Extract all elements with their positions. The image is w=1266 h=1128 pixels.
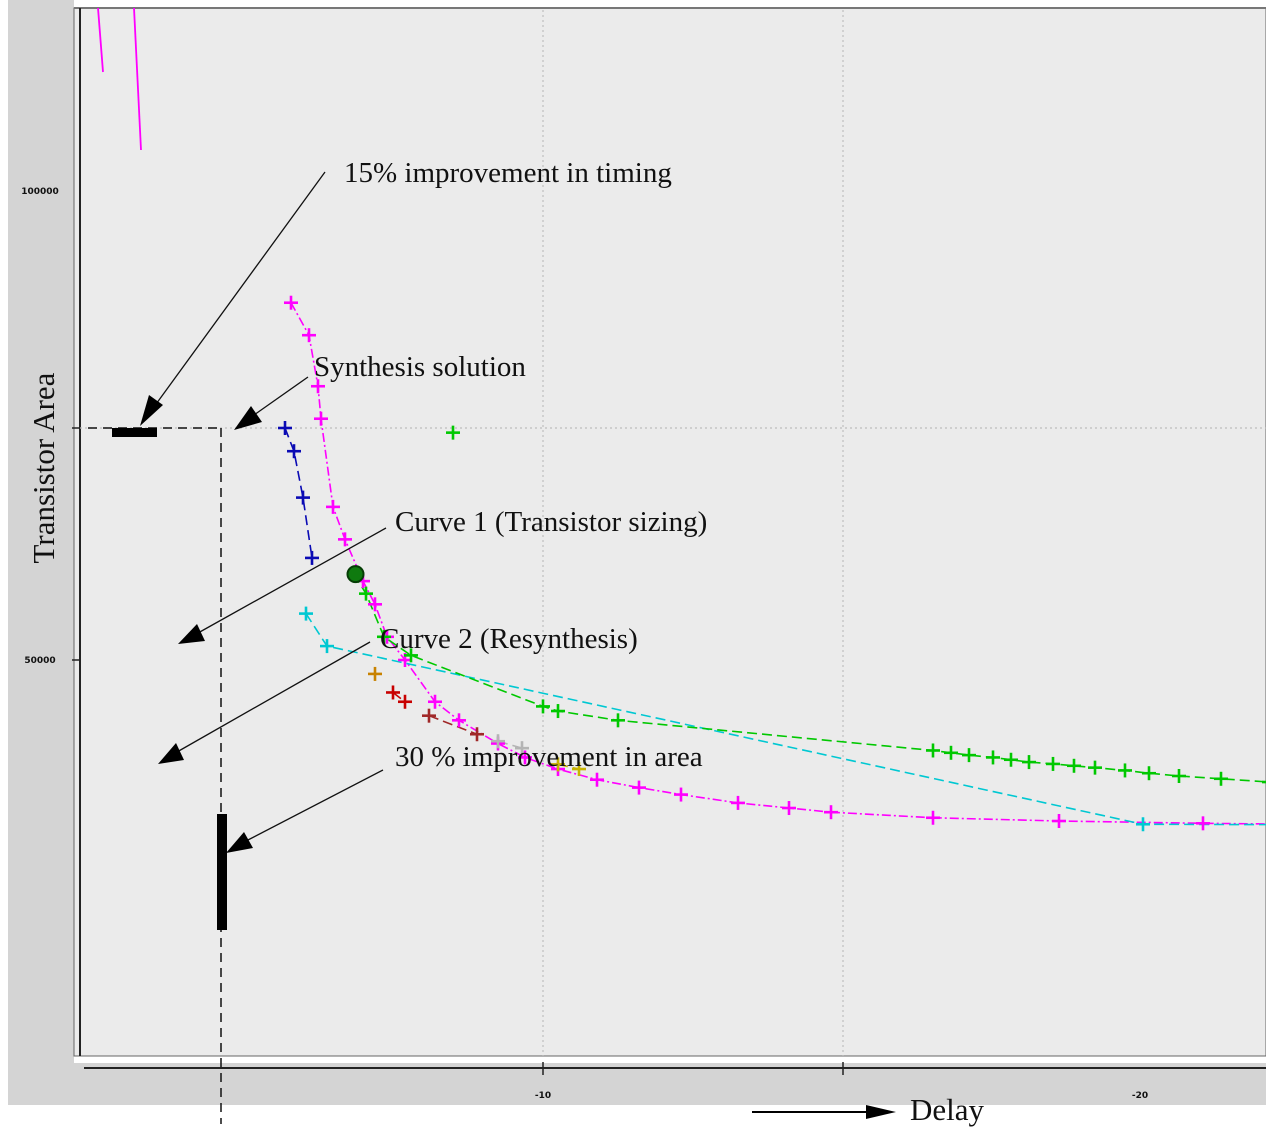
- series-3-point-2: [377, 629, 391, 644]
- series-3-point-18: [1172, 769, 1186, 783]
- series-3-point-13: [1046, 756, 1060, 771]
- series-0-point-20: [824, 805, 838, 820]
- arrow-curve2-line: [176, 641, 371, 753]
- series-2-point-0: [299, 606, 313, 621]
- plot-area: [73, 7, 1266, 1057]
- arrow-timing-head: [140, 395, 163, 426]
- arrow-area-line: [245, 769, 384, 842]
- annotation-timing: 15% improvement in timing: [344, 157, 672, 189]
- series-4-point-0: [368, 666, 382, 681]
- x-tick-label: -20: [1132, 1091, 1148, 1101]
- annotation-curve1: Curve 1 (Transistor sizing): [395, 506, 707, 538]
- series-0-point-15: [590, 772, 604, 787]
- series-8-point-1: [572, 762, 586, 777]
- sizing-curve-tail-2: [97, 7, 104, 73]
- area-improvement-bar: [217, 814, 227, 930]
- series-2-point-2: [1136, 817, 1150, 832]
- series-3-point-1: [359, 586, 373, 601]
- y-tick-label: 100000: [21, 187, 59, 197]
- annotation-arrows: [140, 171, 387, 853]
- series-3-point-10: [986, 750, 1000, 765]
- series-3-point-12: [1022, 755, 1036, 770]
- series-6-point-0: [422, 708, 436, 723]
- special-markers: [346, 425, 460, 584]
- series-3-point-17: [1142, 766, 1156, 781]
- arrow-area-head: [226, 832, 253, 853]
- series-0-point-17: [674, 787, 688, 802]
- series-1-point-1: [287, 444, 301, 459]
- left-axis-band: [8, 0, 74, 1105]
- arrow-curve1-head: [178, 624, 205, 644]
- x-tick-label: -10: [535, 1091, 551, 1101]
- series-0-point-21: [926, 810, 940, 825]
- series-0-point-3: [314, 411, 328, 426]
- series-5-point-1: [398, 694, 412, 709]
- annotation-area: 30 % improvement in area: [395, 741, 703, 773]
- series-0-point-0: [284, 295, 298, 310]
- axis-ticks: -10 -20 100000 50000: [21, 187, 1148, 1101]
- series-8-point-0: [551, 757, 565, 772]
- series-3-point-5: [551, 704, 565, 719]
- series-3-point-15: [1088, 760, 1102, 775]
- series-0-point-19: [782, 801, 796, 816]
- arrow-curve1-line: [197, 527, 387, 634]
- series-0-point-7: [368, 597, 382, 612]
- series-7-point-0: [491, 734, 505, 749]
- series-0-point-4: [326, 499, 340, 514]
- series-3-point-8: [944, 745, 958, 760]
- highlight-circle-marker: [346, 565, 365, 584]
- series-3-point-11: [1004, 752, 1018, 767]
- x-axis-label: Delay: [910, 1092, 985, 1127]
- series-line-6: [428, 714, 478, 735]
- series-line-5: [392, 691, 406, 703]
- series-1-point-3: [305, 550, 319, 565]
- arrow-curve2-head: [158, 743, 184, 764]
- series-3-point-7: [926, 743, 940, 758]
- series-6-point-1: [470, 727, 484, 742]
- series-3-point-14: [1067, 758, 1081, 773]
- annotation-curve2: Curve 2 (Resynthesis): [380, 623, 638, 655]
- series-0-point-11: [452, 713, 466, 728]
- bottom-axis-band: [8, 1063, 1266, 1105]
- series-1-point-0: [278, 421, 292, 435]
- series-0-point-23: [1196, 816, 1210, 831]
- grid: [80, 10, 1266, 1056]
- synthesis-solution-marker: [446, 425, 460, 440]
- series-3-point-9: [962, 748, 976, 763]
- series-3-point-19: [1214, 771, 1228, 786]
- series-3-point-3: [404, 648, 418, 663]
- series-7-point-1: [515, 741, 529, 756]
- arrow-synthesis-line: [253, 376, 309, 416]
- series-3-point-20: [1262, 780, 1266, 784]
- series-0-point-10: [428, 694, 442, 709]
- series-1-point-2: [296, 490, 310, 505]
- series-0-point-2: [311, 379, 325, 394]
- series-0-point-22: [1052, 814, 1066, 829]
- series-2-point-1: [320, 639, 334, 654]
- series-0-point-5: [338, 532, 352, 547]
- arrow-synthesis-head: [234, 406, 262, 430]
- series-points: [278, 295, 1266, 832]
- timing-improvement-bar: [112, 428, 157, 437]
- y-tick-label: 50000: [24, 656, 55, 666]
- series-line-1: [284, 427, 313, 559]
- series-0-point-18: [731, 795, 745, 810]
- arrow-timing-line: [150, 171, 326, 412]
- series-0-point-16: [632, 780, 646, 795]
- series-0-point-13: [518, 750, 532, 765]
- series-3-point-16: [1118, 763, 1132, 778]
- annotation-synthesis: Synthesis solution: [314, 351, 526, 383]
- series-3-point-4: [536, 699, 550, 714]
- y-axis-label: Transistor Area: [26, 372, 61, 563]
- sizing-curve-tail: [133, 7, 142, 151]
- series-3-point-6: [611, 713, 625, 728]
- x-axis-arrow-head: [866, 1105, 896, 1119]
- series-0-point-1: [302, 328, 316, 343]
- series-line-3: [353, 573, 1266, 783]
- series-5-point-0: [386, 685, 400, 700]
